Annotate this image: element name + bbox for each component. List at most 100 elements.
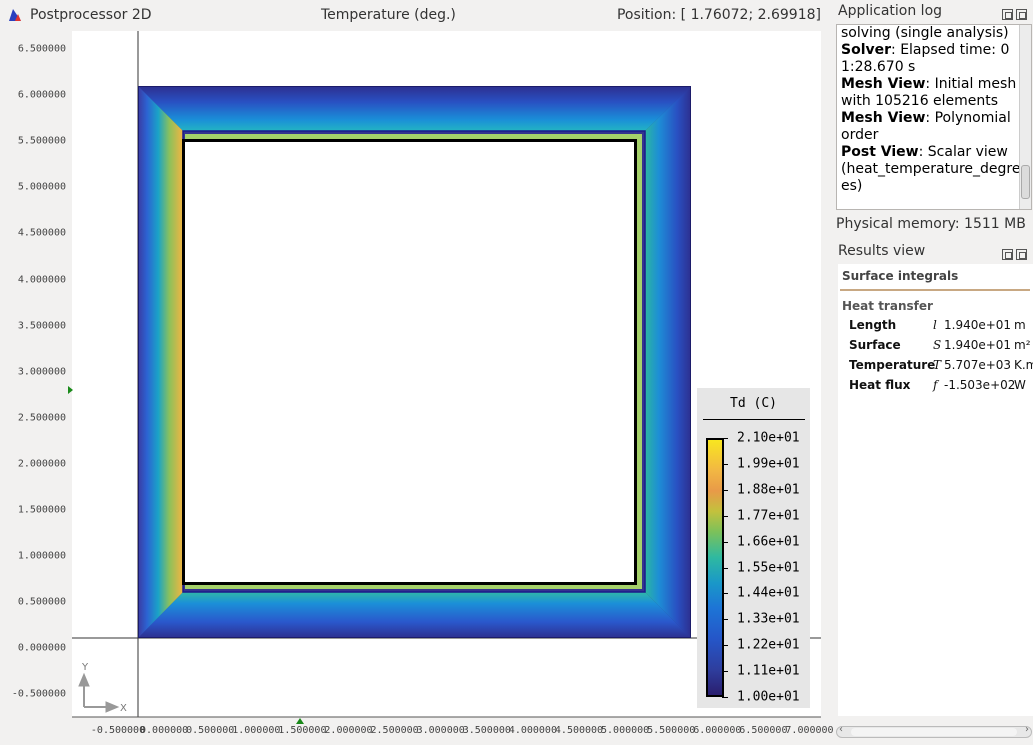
x-tick-label: 4.000000 xyxy=(508,725,557,736)
result-symbol: l xyxy=(933,318,937,332)
result-value: 1.940e+01 xyxy=(944,318,1012,332)
y-tick-label: 5.000000 xyxy=(17,181,66,193)
results-section-title: Surface integrals xyxy=(842,269,959,283)
application-log-window-buttons[interactable] xyxy=(999,5,1029,20)
results-view: Surface integrals Heat transfer Length l 1… xyxy=(838,264,1033,716)
x-tick-label: 0.500000 xyxy=(186,725,235,736)
legend-value-label: 1.99e+01 xyxy=(737,456,800,472)
top-gradient xyxy=(138,86,691,131)
legend-value-label: 1.77e+01 xyxy=(737,508,800,524)
legend-title: Td (C) xyxy=(730,396,777,411)
x-tick-label: 7.000000 xyxy=(785,725,834,736)
y-tick-label: 6.000000 xyxy=(17,89,66,101)
y-tick-label: 1.000000 xyxy=(17,550,66,562)
right-gradient xyxy=(645,86,691,638)
postprocessor-header: Postprocessor 2D Temperature (deg.) Posi… xyxy=(0,0,833,32)
postprocessor-app-icon xyxy=(9,9,21,21)
displayed-variable: Temperature (deg.) xyxy=(321,7,456,23)
scroll-left-icon[interactable]: ‹ xyxy=(839,724,843,735)
y-tick-label: 3.000000 xyxy=(17,366,66,378)
temperature-field-plot: Y X xyxy=(68,31,821,724)
application-log-title: Application log xyxy=(838,3,943,19)
inner-cavity xyxy=(182,139,637,585)
log-scrollbar[interactable] xyxy=(1019,25,1031,209)
x-tick-label: 2.000000 xyxy=(324,725,373,736)
x-tick-label: 5.500000 xyxy=(647,725,696,736)
x-tick-label: 3.000000 xyxy=(416,725,465,736)
log-entries: solving (single analysis) Solver: Elapsed… xyxy=(841,25,1021,195)
log-entry: Mesh View: Initial mesh with 105216 elem… xyxy=(841,76,1017,109)
y-tick-label: 4.500000 xyxy=(17,227,66,239)
legend-value-label: 1.88e+01 xyxy=(737,482,800,498)
y-axis-ticks: 6.500000 6.000000 5.500000 5.000000 4.500000… xyxy=(0,0,72,745)
y-tick-label: 0.500000 xyxy=(17,596,66,608)
results-view-window-buttons[interactable] xyxy=(999,245,1029,260)
legend-value-label: 1.11e+01 xyxy=(737,663,800,679)
application-log[interactable]: solving (single analysis) Solver: Elapsed… xyxy=(836,24,1032,210)
x-cursor-marker xyxy=(296,718,304,724)
legend-value-label: 1.44e+01 xyxy=(737,585,800,601)
result-value: 5.707e+03 xyxy=(944,358,1012,372)
log-entry: Solver: Elapsed time: 01:28.670 s xyxy=(841,42,1010,75)
log-scroll-thumb[interactable] xyxy=(1021,165,1030,199)
result-name: Heat flux xyxy=(849,378,911,392)
x-axis-ticks: -0.500000 0.000000 0.500000 1.000000 1.50000… xyxy=(0,717,834,745)
result-symbol: T xyxy=(933,358,942,372)
scroll-thumb[interactable] xyxy=(851,728,1017,736)
close-icon[interactable] xyxy=(1016,9,1027,20)
result-unit: m xyxy=(1014,318,1026,332)
x-tick-label: 1.500000 xyxy=(278,725,327,736)
result-unit: W xyxy=(1014,378,1026,392)
x-tick-label: 4.500000 xyxy=(554,725,604,736)
close-icon[interactable] xyxy=(1016,249,1027,260)
log-entry: Mesh View: Polynomial order xyxy=(841,110,1011,143)
y-tick-label: 5.500000 xyxy=(17,135,66,147)
x-tick-label: 6.000000 xyxy=(693,725,742,736)
legend-value-label: 1.66e+01 xyxy=(737,534,800,550)
float-icon[interactable] xyxy=(1002,249,1013,260)
x-tick-label: 1.000000 xyxy=(232,725,281,736)
y-tick-label: 3.500000 xyxy=(17,320,66,332)
legend-value-label: 1.55e+01 xyxy=(737,560,800,575)
bottom-gradient xyxy=(138,592,691,638)
log-entry: Post View: Scalar view (heat_temperature… xyxy=(841,144,1021,194)
y-tick-label: 2.000000 xyxy=(17,458,66,470)
result-symbol: f xyxy=(933,378,938,392)
y-tick-label: -0.500000 xyxy=(11,688,66,700)
postprocessor-title: Postprocessor 2D xyxy=(30,7,152,23)
y-tick-label: 4.000000 xyxy=(17,274,66,285)
result-name: Temperature xyxy=(849,358,936,372)
x-tick-label: 6.500000 xyxy=(739,725,788,736)
y-tick-label: 1.500000 xyxy=(17,504,66,516)
result-name: Length xyxy=(849,318,897,332)
legend-value-label: 1.33e+01 xyxy=(737,611,800,627)
axis-y-letter: Y xyxy=(81,662,89,673)
legend-value-label: 1.00e+01 xyxy=(737,689,800,705)
x-tick-label: 0.000000 xyxy=(140,725,189,736)
results-horizontal-scrollbar[interactable]: ‹ › xyxy=(836,724,1032,738)
result-unit: m² xyxy=(1014,338,1031,352)
legend-value-label: 1.22e+01 xyxy=(737,637,800,653)
results-view-title: Results view xyxy=(838,243,926,259)
left-gradient xyxy=(138,86,183,638)
physical-memory-status: Physical memory: 1511 MB xyxy=(836,216,1026,232)
cursor-position-readout: Position: [ 1.76072; 2.69918] xyxy=(616,7,821,23)
result-symbol: S xyxy=(933,338,942,352)
color-legend: Td (C) 2.10e+01 1.99e+01 1.88e+01 1.77e+01 1… xyxy=(697,388,810,708)
result-name: Surface xyxy=(849,338,901,352)
scroll-right-icon[interactable]: › xyxy=(1025,724,1029,735)
legend-value-label: 2.10e+01 xyxy=(737,430,800,446)
x-tick-label: 2.500000 xyxy=(370,725,419,736)
y-tick-label: 6.500000 xyxy=(17,43,66,55)
axes-orientation-icon xyxy=(78,672,120,713)
axis-x-letter: X xyxy=(120,703,127,714)
result-value: -1.503e+02 xyxy=(944,378,1016,392)
float-icon[interactable] xyxy=(1002,9,1013,20)
results-subsection-title: Heat transfer xyxy=(842,299,933,313)
x-tick-label: 5.000000 xyxy=(601,725,650,736)
y-cursor-marker xyxy=(68,386,73,394)
y-tick-label: 0.000000 xyxy=(17,642,66,654)
x-tick-label: -0.500000 xyxy=(90,725,146,736)
x-tick-label: 3.500000 xyxy=(462,725,511,736)
